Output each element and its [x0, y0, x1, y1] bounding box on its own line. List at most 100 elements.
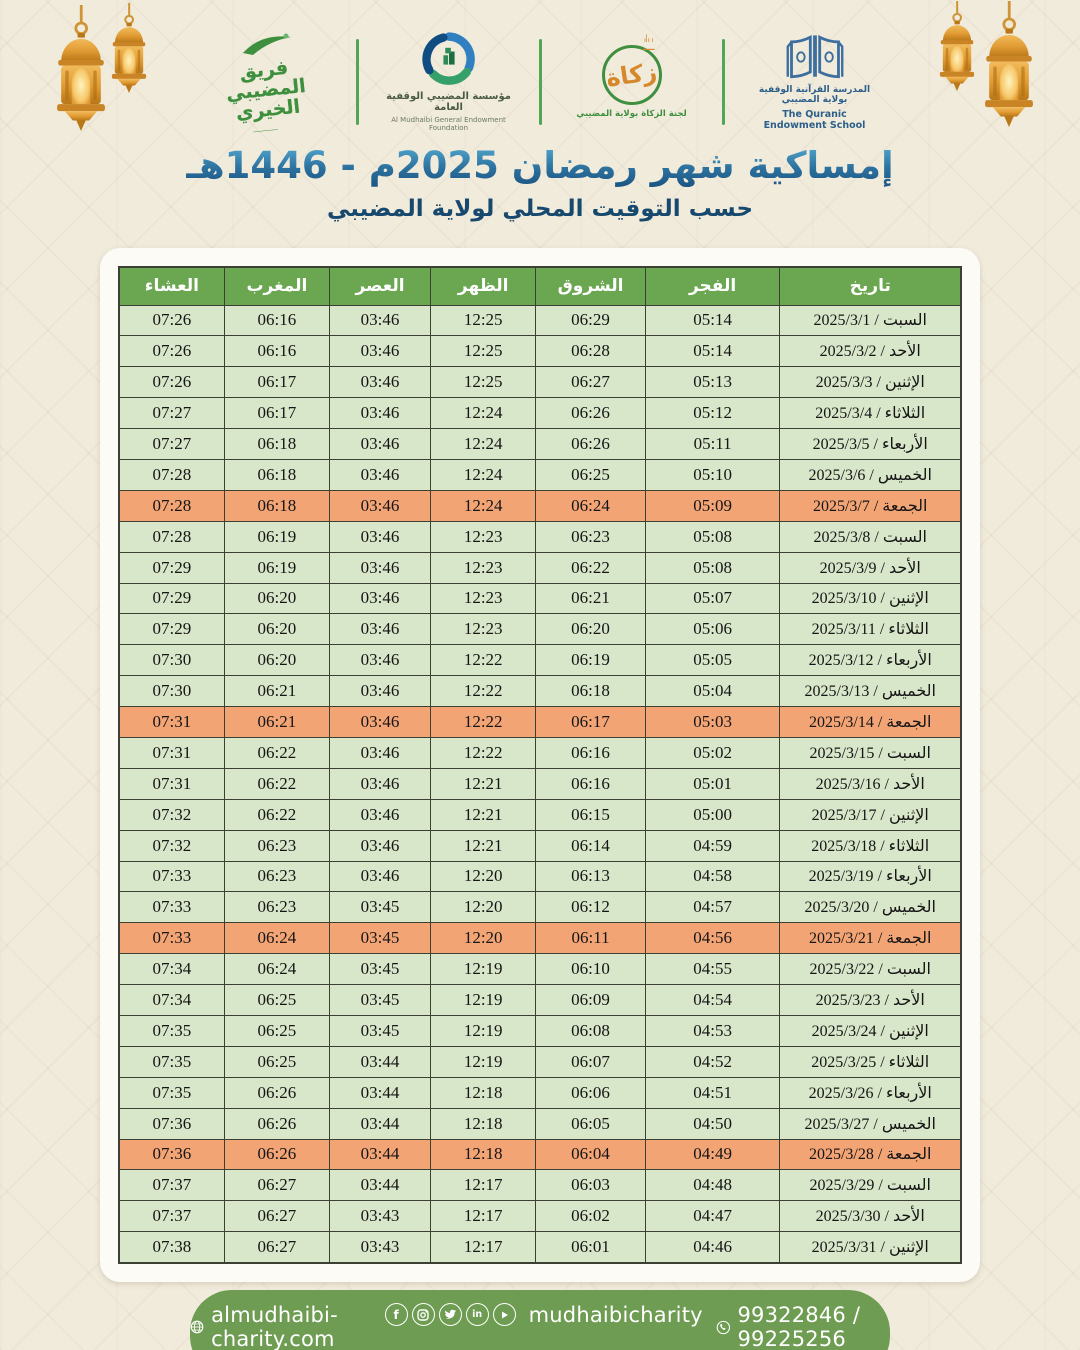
cell-sunrise: 06:15 — [535, 798, 646, 831]
cell-maghrib: 06:27 — [223, 1169, 331, 1202]
cell-maghrib: 06:18 — [223, 458, 331, 491]
cell-sunrise: 06:16 — [535, 736, 646, 769]
cell-fajr: 05:11 — [644, 428, 781, 460]
table-row: الإثنين / 2025/3/10 05:07 06:21 12:23 03:46 0… — [118, 582, 962, 615]
table-row: الثلاثاء / 2025/3/25 04:52 06:07 12:19 03:44… — [118, 1045, 962, 1078]
cell-maghrib: 06:16 — [223, 335, 331, 368]
cell-fajr: 05:13 — [644, 366, 781, 399]
cell-dhuhr: 12:18 — [430, 1138, 537, 1171]
cell-sunrise: 06:26 — [535, 397, 646, 430]
logo-row: فريق المضيبي الخيري ــــــــــــــ مؤسسة… — [0, 28, 1080, 136]
cell-sunrise: 06:18 — [535, 675, 646, 708]
cell-fajr: 05:12 — [644, 397, 781, 430]
cell-isha: 07:33 — [118, 891, 225, 924]
cell-asr: 03:44 — [329, 1138, 432, 1171]
quranic-school-logo: المدرسة القرآنية الوقفية بولاية المضيبي … — [751, 33, 879, 131]
cell-maghrib: 06:17 — [223, 397, 331, 430]
cell-date: الأحد / 2025/3/2 — [779, 335, 962, 368]
cell-maghrib: 06:26 — [223, 1138, 331, 1171]
cell-dhuhr: 12:19 — [430, 953, 537, 986]
cell-dhuhr: 12:17 — [430, 1169, 537, 1202]
zakat-ornament: ٰٰـٰـٰـٰ — [643, 39, 655, 54]
cell-maghrib: 06:23 — [223, 860, 331, 893]
table-row: السبت / 2025/3/15 05:02 06:16 12:22 03:46 06:… — [118, 736, 962, 769]
cell-maghrib: 06:21 — [223, 675, 331, 708]
cell-isha: 07:28 — [118, 458, 225, 491]
col-header-asr: العصر — [329, 266, 432, 306]
cell-asr: 03:46 — [329, 582, 432, 615]
cell-dhuhr: 12:19 — [430, 1014, 537, 1047]
cell-date: الأحد / 2025/3/30 — [779, 1200, 962, 1233]
cell-sunrise: 06:01 — [535, 1231, 646, 1264]
cell-maghrib: 06:21 — [223, 706, 331, 738]
cell-fajr: 04:47 — [644, 1200, 781, 1233]
table-row: الثلاثاء / 2025/3/11 05:06 06:20 12:23 03:46… — [118, 613, 962, 646]
social-handle[interactable]: mudhaibicharity — [529, 1303, 703, 1327]
social-icons: f in — [384, 1303, 516, 1326]
cell-date: الثلاثاء / 2025/3/11 — [779, 613, 962, 646]
cell-maghrib: 06:18 — [223, 428, 331, 460]
cell-isha: 07:26 — [118, 366, 225, 399]
cell-fajr: 05:00 — [644, 798, 781, 831]
cell-date: السبت / 2025/3/8 — [779, 520, 962, 553]
cell-date: الثلاثاء / 2025/3/18 — [779, 829, 962, 862]
cell-sunrise: 06:29 — [535, 304, 646, 337]
table-row: الجمعة / 2025/3/21 04:56 06:11 12:20 03:45 06… — [118, 922, 962, 955]
instagram-icon[interactable] — [411, 1303, 435, 1326]
cell-sunrise: 06:05 — [535, 1107, 646, 1140]
table-row: السبت / 2025/3/1 05:14 06:29 12:25 03:46 06:1… — [118, 304, 962, 337]
cell-asr: 03:46 — [329, 458, 432, 491]
col-header-maghrib: المغرب — [223, 266, 331, 306]
cell-fajr: 05:08 — [644, 520, 781, 553]
cell-asr: 03:46 — [329, 489, 432, 522]
table-row: الجمعة / 2025/3/14 05:03 06:17 12:22 03:46 06… — [118, 706, 962, 738]
cell-fajr: 05:08 — [644, 551, 781, 584]
charity-team-flourish: ــــــــــــــ — [252, 125, 279, 135]
cell-dhuhr: 12:20 — [430, 860, 537, 893]
cell-dhuhr: 12:22 — [430, 706, 537, 738]
table-row: الخميس / 2025/3/27 04:50 06:05 12:18 03:44 06… — [118, 1107, 962, 1140]
table-row: الأحد / 2025/3/9 05:08 06:22 12:23 03:46 06:1… — [118, 551, 962, 584]
cell-dhuhr: 12:24 — [430, 397, 537, 430]
cell-dhuhr: 12:21 — [430, 767, 537, 800]
cell-fajr: 05:03 — [644, 706, 781, 738]
cell-dhuhr: 12:23 — [430, 613, 537, 646]
cell-date: الجمعة / 2025/3/21 — [779, 922, 962, 955]
table-row: الأحد / 2025/3/23 04:54 06:09 12:19 03:45 06:… — [118, 984, 962, 1016]
table-row: الخميس / 2025/3/6 05:10 06:25 12:24 03:46 06:… — [118, 458, 962, 491]
leaf-swoosh-icon — [242, 33, 291, 55]
globe-icon — [190, 1320, 204, 1334]
website-link[interactable]: almudhaibi-charity.com — [190, 1303, 372, 1350]
cell-date: الجمعة / 2025/3/7 — [779, 489, 962, 522]
cell-sunrise: 06:09 — [535, 984, 646, 1016]
cell-sunrise: 06:25 — [535, 458, 646, 491]
cell-fajr: 04:48 — [644, 1169, 781, 1202]
phone-contact[interactable]: 99322846 / 99225256 — [716, 1303, 890, 1350]
charity-team-name: فريق المضيبي الخيري — [224, 56, 307, 124]
cell-maghrib: 06:19 — [223, 520, 331, 553]
cell-date: الأربعاء / 2025/3/19 — [779, 860, 962, 893]
cell-date: الإثنين / 2025/3/31 — [779, 1231, 962, 1264]
cell-asr: 03:46 — [329, 551, 432, 584]
cell-sunrise: 06:11 — [535, 922, 646, 955]
cell-dhuhr: 12:23 — [430, 582, 537, 615]
cell-sunrise: 06:26 — [535, 428, 646, 460]
cell-fajr: 05:01 — [644, 767, 781, 800]
table-row: السبت / 2025/3/29 04:48 06:03 12:17 03:44 06:… — [118, 1169, 962, 1202]
facebook-icon[interactable]: f — [384, 1303, 408, 1326]
linkedin-icon[interactable]: in — [465, 1303, 489, 1326]
cell-isha: 07:37 — [118, 1200, 225, 1233]
cell-isha: 07:30 — [118, 675, 225, 708]
cell-asr: 03:46 — [329, 613, 432, 646]
twitter-icon[interactable] — [438, 1303, 462, 1326]
table-row: الثلاثاء / 2025/3/18 04:59 06:14 12:21 03:46… — [118, 829, 962, 862]
table-row: الإثنين / 2025/3/31 04:46 06:01 12:17 03:43 0… — [118, 1231, 962, 1264]
youtube-icon[interactable] — [492, 1303, 516, 1326]
cell-sunrise: 06:23 — [535, 520, 646, 553]
footer-bar: almudhaibi-charity.com f in mudhaibichar… — [190, 1290, 890, 1350]
cell-dhuhr: 12:25 — [430, 304, 537, 337]
cell-isha: 07:31 — [118, 706, 225, 738]
cell-asr: 03:46 — [329, 706, 432, 738]
cell-date: السبت / 2025/3/15 — [779, 736, 962, 769]
page-title: إمساكية شهر رمضان 2025م - 1446هـ — [0, 144, 1080, 187]
